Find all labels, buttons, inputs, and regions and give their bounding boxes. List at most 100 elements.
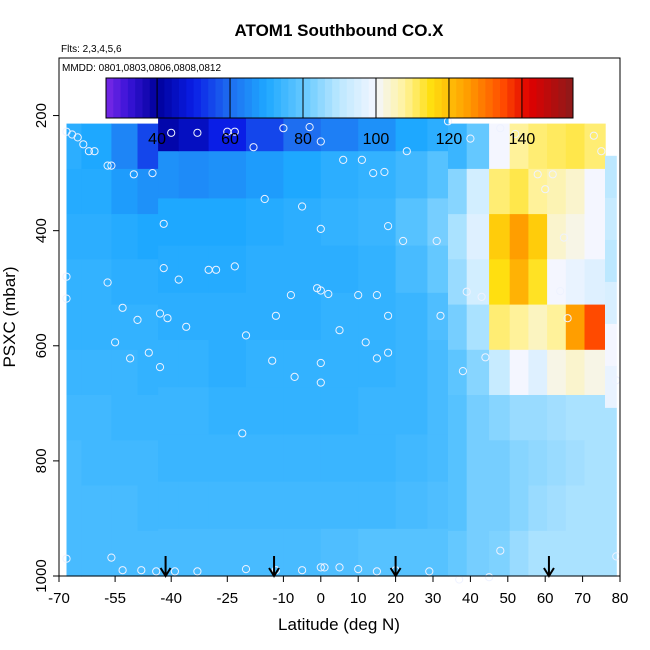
colorbar-segment: [215, 78, 224, 118]
y-tick-label: 1000: [33, 559, 50, 592]
field-cell: [81, 440, 112, 487]
field-cell: [208, 387, 247, 435]
flights-annotation: Flts: 2,3,4,5,6: [61, 44, 122, 55]
colorbar-segment: [514, 78, 523, 118]
observation-marker: [286, 291, 295, 300]
colorbar-segment: [339, 78, 348, 118]
plot-frame: [58, 57, 621, 577]
field-cell: [320, 434, 359, 483]
colorbar-segment: [157, 78, 165, 118]
field-cell: [111, 259, 139, 306]
observation-marker: [485, 573, 494, 582]
observation-marker: [249, 143, 258, 152]
field-cell: [584, 440, 606, 487]
field-cell: [320, 198, 359, 247]
observation-marker: [402, 147, 411, 156]
field-cell: [178, 245, 210, 294]
field-cell: [66, 485, 83, 532]
colorbar-segment: [113, 78, 122, 118]
field-cell: [489, 530, 511, 577]
field-cell: [489, 349, 511, 396]
observation-marker: [167, 128, 176, 137]
x-tick-label: 80: [612, 590, 629, 607]
field-cell: [509, 259, 529, 306]
colorbar-segment: [295, 78, 304, 118]
field-cell: [111, 349, 139, 396]
field-cell: [137, 168, 159, 215]
observation-marker: [170, 567, 179, 576]
field-cell: [489, 259, 511, 306]
colorbar-segment: [492, 78, 501, 118]
field-cell: [358, 387, 397, 435]
colorbar: [105, 77, 574, 119]
colorbar-segment: [244, 78, 253, 118]
observation-marker: [466, 134, 475, 143]
field-cell: [158, 434, 180, 483]
field-cell: [137, 395, 159, 441]
field-cell: [158, 151, 180, 199]
observation-marker: [107, 161, 116, 170]
field-cell: [283, 245, 322, 294]
field-cell: [246, 434, 284, 483]
colorbar-segment: [376, 78, 384, 118]
colorbar-segment: [310, 78, 319, 118]
observation-marker: [133, 315, 142, 324]
field-cell: [565, 214, 586, 260]
colorbar-segment: [507, 78, 516, 118]
field-cell: [320, 528, 359, 577]
colorbar-segment: [463, 78, 472, 118]
colorbar-tick-label: 80: [294, 131, 312, 148]
field-cell: [605, 281, 617, 325]
observation-marker: [144, 348, 153, 357]
field-cell: [246, 151, 284, 199]
field-cell: [158, 198, 180, 247]
x-tick-label: 0: [317, 590, 325, 607]
colorbar-segment: [521, 78, 530, 118]
field-cell: [246, 198, 284, 247]
field-cell: [66, 440, 83, 487]
field-cell: [283, 387, 322, 435]
observation-marker: [548, 170, 557, 179]
field-cell: [565, 395, 586, 441]
colorbar-segment: [529, 78, 537, 118]
field-cell: [528, 259, 548, 306]
field-cell: [158, 340, 180, 388]
field-cell: [283, 528, 322, 577]
observation-marker: [290, 372, 299, 381]
colorbar-segment: [324, 78, 333, 118]
field-cell: [547, 485, 567, 532]
field-cell: [208, 528, 247, 577]
observation-marker: [182, 322, 191, 331]
field-cell: [81, 485, 112, 532]
observation-marker: [511, 129, 520, 139]
colorbar-segment: [456, 78, 465, 118]
observation-marker: [103, 161, 112, 170]
colorbar-segment: [127, 78, 136, 118]
observation-marker: [384, 222, 393, 231]
field-cell: [320, 387, 359, 435]
field-cell: [448, 168, 468, 215]
field-cell: [66, 168, 83, 215]
field-cell: [178, 340, 210, 388]
colorbar-segment: [171, 78, 180, 118]
y-axis-label: PSXC (mbar): [0, 266, 19, 367]
colorbar-tick-label: 120: [436, 131, 463, 148]
concentration-field: [66, 104, 617, 577]
field-cell: [358, 434, 397, 483]
field-cell: [81, 259, 112, 306]
field-cell: [547, 530, 567, 577]
colorbar-tick-label: 140: [509, 131, 536, 148]
x-tick-label: -70: [48, 590, 70, 607]
observation-marker: [62, 294, 71, 303]
colorbar-segment: [346, 78, 355, 118]
colorbar-segment: [405, 78, 413, 118]
field-cell: [137, 440, 159, 487]
colorbar-segment: [251, 78, 260, 118]
field-cell: [466, 168, 490, 215]
observation-marker: [305, 123, 314, 132]
field-cell: [81, 214, 112, 260]
field-cell: [584, 214, 606, 260]
field-cell: [137, 123, 159, 170]
colorbar-segment: [383, 78, 392, 118]
